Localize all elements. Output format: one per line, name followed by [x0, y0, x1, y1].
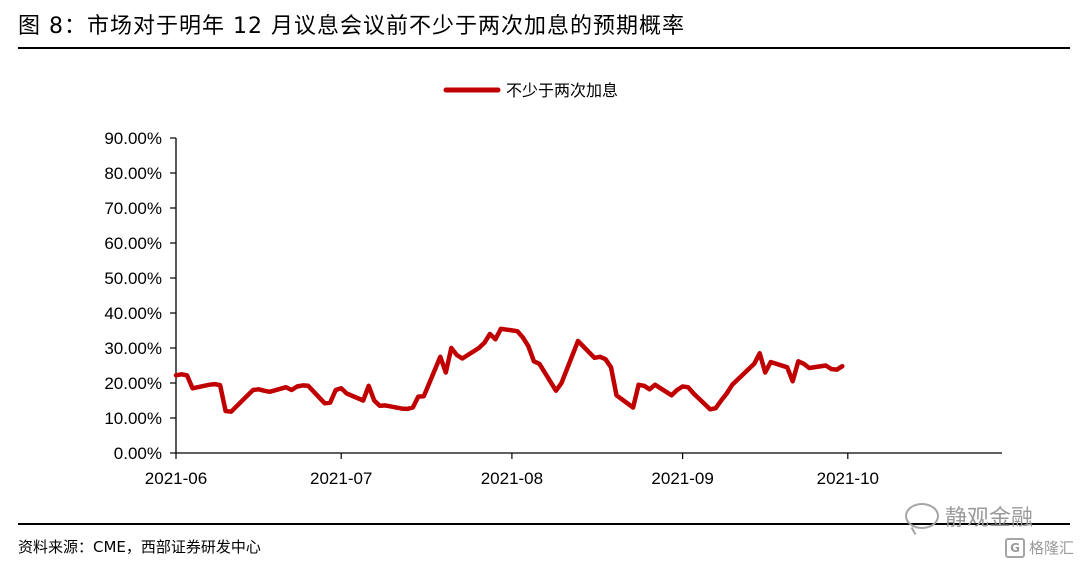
y-tick-label: 60.00%	[104, 234, 162, 253]
y-tick-label: 50.00%	[104, 269, 162, 288]
watermark-sub: G 格隆汇	[1005, 537, 1074, 558]
x-tick-label: 2021-06	[145, 469, 207, 488]
bottom-rule	[18, 523, 1070, 525]
y-tick-label: 10.00%	[104, 409, 162, 428]
legend-label: 不少于两次加息	[506, 81, 618, 100]
watermark-main-text: 静观金融	[945, 506, 1034, 531]
x-tick-label: 2021-09	[651, 469, 713, 488]
series-line	[173, 326, 845, 414]
y-tick-label: 0.00%	[114, 444, 162, 463]
y-tick-label: 40.00%	[104, 304, 162, 323]
watermark-main: 静观金融	[905, 500, 1033, 532]
gelonghui-logo-icon: G	[1005, 537, 1025, 558]
y-tick-label: 30.00%	[104, 339, 162, 358]
y-tick-label: 90.00%	[104, 129, 162, 148]
y-tick-label: 80.00%	[104, 164, 162, 183]
x-tick-label: 2021-08	[481, 469, 543, 488]
y-tick-label: 20.00%	[104, 374, 162, 393]
watermark-sub-text: 格隆汇	[1029, 539, 1075, 557]
source-note: 资料来源：CME，西部证券研发中心	[18, 538, 261, 556]
top-rule	[18, 47, 1070, 49]
x-tick-label: 2021-07	[310, 469, 372, 488]
wechat-bubble-icon	[905, 503, 939, 529]
y-tick-label: 70.00%	[104, 199, 162, 218]
plot-area: 0.00% 10.00% 20.00% 30.00% 40.00% 50.00% 60.00…	[104, 81, 1002, 488]
figure-title: 图 8：市场对于明年 12 月议息会议前不少于两次加息的预期概率	[18, 14, 685, 39]
x-tick-label: 2021-10	[817, 469, 879, 488]
